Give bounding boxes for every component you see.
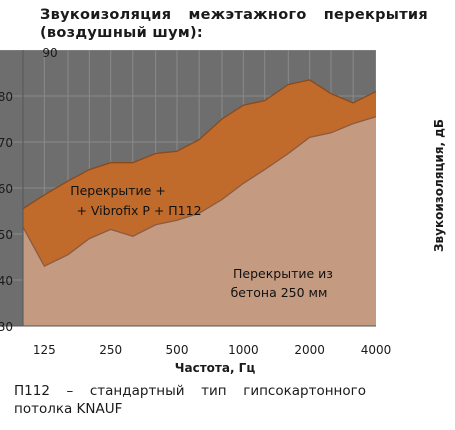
- x-tick-label: 125: [33, 343, 56, 357]
- annotation-label: + Vibrofix P + П112: [76, 203, 201, 218]
- plot-area: [0, 50, 376, 326]
- annotations: Перекрытие + + Vibrofix P + П112 Перекрыти…: [70, 183, 333, 300]
- x-tick-label: 4000: [361, 343, 392, 357]
- y-top-label: 90: [42, 46, 57, 60]
- x-tick-label: 2000: [294, 343, 325, 357]
- annotation-label: бетона 250 мм: [231, 285, 328, 300]
- footnote-caption: П112 – стандартный тип гипсокартонного п…: [14, 383, 366, 417]
- y-axis-label: Звукоизоляция, дБ: [432, 118, 446, 252]
- series-area-concrete: [23, 116, 376, 326]
- tick-labels: 30 40 50 60 70 80 90 125 250 500 1000 2000 4000: [0, 46, 391, 357]
- y-tick-label: 80: [0, 90, 13, 104]
- chart-title: Звукоизоляция межэтажного перекрытия (во…: [40, 7, 428, 41]
- y-tick-label: 60: [0, 182, 13, 196]
- y-tick-label: 70: [0, 136, 13, 150]
- series-line-vibrofix: [22, 79, 376, 210]
- x-tick-label: 1000: [228, 343, 259, 357]
- x-tick-label: 250: [99, 343, 122, 357]
- annotation-label: Перекрытие из: [233, 266, 333, 281]
- annotation-label: Перекрытие +: [70, 183, 166, 198]
- x-tick-label: 500: [166, 343, 189, 357]
- x-axis-label: Частота, Гц: [174, 361, 256, 375]
- y-tick-label: 30: [0, 320, 13, 334]
- y-tick-label: 40: [0, 274, 13, 288]
- axes: [0, 50, 376, 327]
- y-tick-label: 50: [0, 228, 13, 242]
- series-line-concrete: [22, 116, 376, 268]
